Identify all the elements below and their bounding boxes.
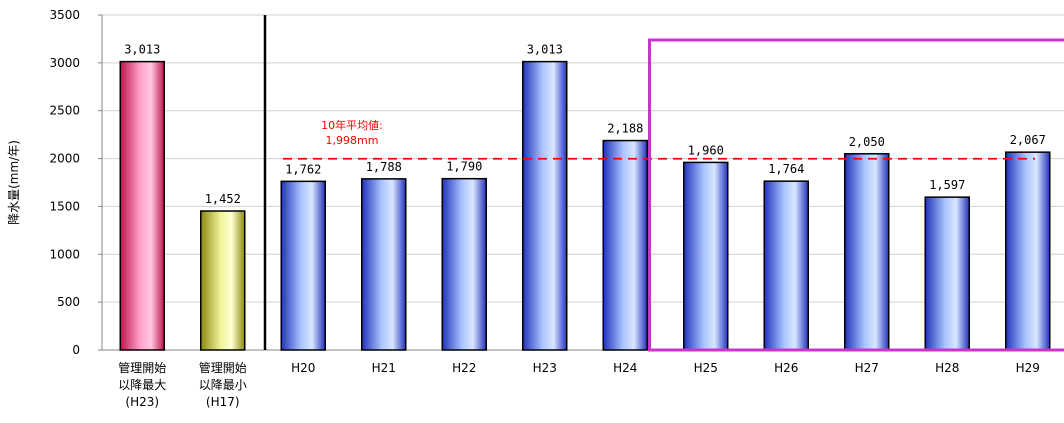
x-tick-label: H20: [291, 361, 315, 375]
bars: [119, 60, 1051, 351]
x-tick-label: 以降最大: [118, 378, 166, 392]
x-tick-label: (H17): [206, 395, 240, 409]
axes: 0 500 1000 1500 2000 2500 3000 3500 降水量(mm/年): [7, 8, 1064, 357]
bar: [441, 177, 487, 351]
y-axis-title: 降水量(mm/年): [7, 140, 21, 225]
data-label: 1,452: [205, 192, 241, 206]
data-label: 2,050: [849, 135, 885, 149]
bar: [522, 60, 568, 351]
data-label: 1,788: [366, 160, 402, 174]
highlight-box: [648, 38, 1064, 352]
bar: [361, 178, 407, 351]
data-label: 1,960: [688, 143, 724, 157]
bar: [119, 60, 165, 351]
x-tick-label: H25: [694, 361, 718, 375]
labels: 3,013 1,452 1,762 1,788 1,790 3,013 2,188 1,960…: [118, 43, 1046, 409]
x-tick-label: H21: [372, 361, 396, 375]
bar: [602, 139, 648, 351]
y-tick-label: 1000: [49, 247, 80, 261]
data-label: 2,067: [1010, 133, 1046, 147]
data-label: 1,764: [768, 162, 804, 176]
data-label: 1,790: [446, 160, 482, 174]
y-tick-label: 500: [57, 295, 80, 309]
overlay: 10年平均値: 1,998mm: [283, 38, 1064, 352]
bar: [844, 153, 890, 351]
x-tick-label: H24: [613, 361, 637, 375]
data-label: 1,762: [285, 162, 321, 176]
bar: [200, 210, 246, 351]
data-label: 3,013: [124, 43, 160, 57]
data-label: 3,013: [527, 43, 563, 57]
x-tick-label: 管理開始: [199, 360, 247, 375]
x-tick-label: H28: [935, 361, 959, 375]
x-tick-label: (H23): [125, 395, 159, 409]
bar: [280, 180, 326, 351]
x-tick-label: 管理開始: [118, 360, 166, 375]
bar: [924, 196, 970, 351]
y-tick-label: 2000: [49, 152, 80, 166]
y-tick-label: 3000: [49, 56, 80, 70]
y-tick-label: 0: [72, 343, 80, 357]
x-tick-label: H27: [855, 361, 879, 375]
bar: [683, 161, 729, 351]
average-annotation-value: 1,998mm: [326, 134, 379, 147]
y-tick-label: 2500: [49, 104, 80, 118]
x-tick-label: H29: [1016, 361, 1040, 375]
y-tick-label: 1500: [49, 199, 80, 213]
data-label: 1,597: [929, 178, 965, 192]
x-tick-label: H26: [774, 361, 798, 375]
average-annotation: 10年平均値:: [321, 118, 383, 132]
y-tick-label: 3500: [49, 8, 80, 22]
data-label: 2,188: [607, 122, 643, 136]
bar: [1005, 151, 1051, 351]
x-tick-label: H22: [452, 361, 476, 375]
bar: [763, 180, 809, 351]
x-tick-label: H23: [533, 361, 557, 375]
gridlines: [102, 14, 1064, 351]
x-tick-label: 以降最小: [199, 378, 247, 392]
